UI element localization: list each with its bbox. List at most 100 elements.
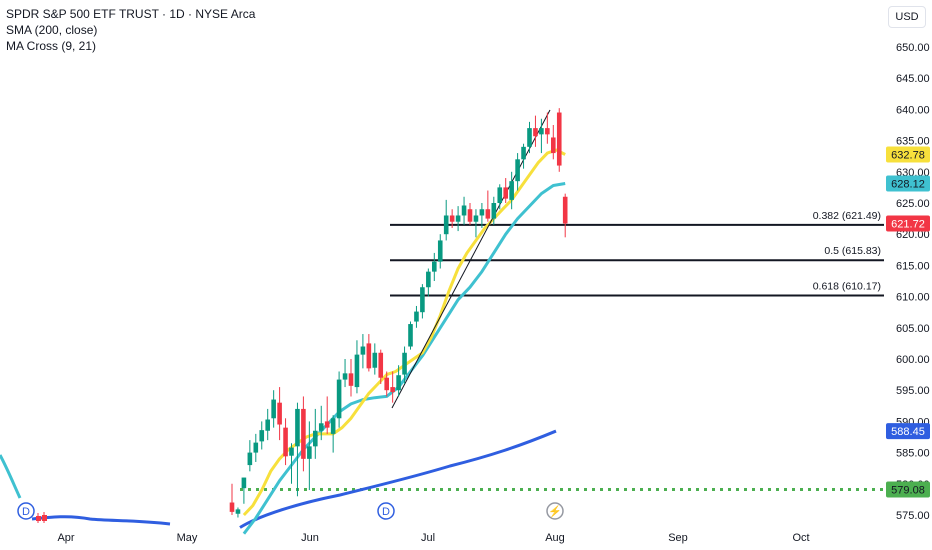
- chart-legend: SPDR S&P 500 ETF TRUST · 1D · NYSE Arca …: [6, 6, 255, 54]
- dividend-marker: D: [17, 502, 35, 520]
- sma-indicator-label[interactable]: SMA (200, close): [6, 23, 98, 37]
- price-axis-tick: 645.00: [896, 73, 930, 85]
- candle-body: [509, 181, 514, 200]
- price-axis-tick: 635.00: [896, 136, 930, 148]
- dividend-marker-label: D: [382, 506, 390, 518]
- candle-body: [408, 324, 413, 347]
- candle-body: [247, 452, 253, 466]
- candle-body: [253, 442, 259, 453]
- fib-level-label: 0.5 (615.83): [824, 245, 881, 257]
- sma-200-badge-bg: [886, 423, 930, 440]
- candle-body: [330, 418, 336, 434]
- candle-body: [313, 430, 318, 447]
- time-axis-tick: Sep: [668, 532, 688, 544]
- time-axis-tick: Oct: [792, 532, 809, 544]
- ma-slow-badge-bg: [886, 175, 930, 192]
- candle-body: [342, 373, 348, 380]
- price-axis-tick: 605.00: [896, 323, 930, 335]
- ma-fast-line: [242, 148, 566, 517]
- candle-body: [318, 423, 324, 431]
- candle-body: [432, 261, 437, 272]
- candle-body: [277, 402, 282, 425]
- ma-slow-line-left: [0, 454, 22, 499]
- candle-body: [336, 379, 342, 419]
- candle-body: [360, 346, 366, 355]
- candle-body-left: [42, 515, 47, 521]
- ma-cross-indicator-label[interactable]: MA Cross (9, 21): [6, 39, 97, 53]
- candle-body: [372, 352, 378, 368]
- candle-body: [467, 209, 473, 222]
- ma-fast-badge-bg: [886, 146, 930, 163]
- candle-body: [271, 399, 276, 419]
- candle-body: [527, 128, 532, 147]
- candle-body: [503, 187, 508, 199]
- candle-body: [324, 421, 330, 428]
- candle-body: [497, 187, 503, 203]
- candle-body: [533, 128, 538, 137]
- last-price-badge-bg: [886, 215, 930, 232]
- ma-fast-badge: 632.78: [886, 146, 930, 163]
- candle-body: [545, 128, 550, 135]
- candle-body: [241, 477, 247, 489]
- candle-body: [521, 146, 526, 160]
- candle-body: [449, 215, 455, 222]
- trend-line: [391, 109, 551, 409]
- time-axis-tick: Aug: [545, 532, 565, 544]
- price-axis-tick: 595.00: [896, 385, 930, 397]
- candle-body: [378, 352, 384, 378]
- candle-body: [283, 427, 288, 457]
- symbol-title[interactable]: SPDR S&P 500 ETF TRUST · 1D · NYSE Arca: [6, 7, 256, 21]
- candle-body: [229, 502, 235, 512]
- price-axis-tick: 610.00: [896, 292, 930, 304]
- price-axis-tick: 600.00: [896, 354, 930, 366]
- candle-body: [235, 509, 241, 514]
- support-badge-bg: [886, 481, 930, 498]
- candle-body: [259, 430, 265, 442]
- dividend-marker-ring: [17, 502, 35, 520]
- ma-slow-badge: 628.12: [886, 175, 930, 192]
- support-badge-value: 579.08: [891, 485, 925, 497]
- candle-body: [479, 209, 485, 216]
- price-axis-tick: 615.00: [896, 260, 930, 272]
- sma-200-badge: 588.45: [886, 423, 930, 440]
- candle-body: [289, 447, 294, 456]
- candle-body: [473, 215, 479, 222]
- candle-body: [265, 419, 270, 431]
- candle-body: [348, 373, 354, 386]
- earnings-marker-label: ⚡: [548, 505, 562, 518]
- candle-body: [515, 159, 520, 182]
- earnings-marker-ring: [546, 502, 564, 520]
- support-badge: 579.08: [886, 481, 930, 498]
- fib-level-label: 0.382 (621.49): [813, 210, 881, 222]
- ma-fast-badge-value: 632.78: [891, 149, 925, 161]
- price-axis-tick: 640.00: [896, 104, 930, 116]
- candle-body: [455, 215, 461, 222]
- sma-200-badge-value: 588.45: [891, 426, 925, 438]
- candle-body: [420, 287, 425, 313]
- candle-body: [366, 343, 372, 369]
- candle-body: [301, 408, 306, 459]
- candle-body: [426, 271, 431, 288]
- ma-slow-badge-value: 628.12: [891, 179, 925, 191]
- candle-body: [461, 205, 467, 216]
- sma-200-line-left: [31, 515, 171, 526]
- sma-200-line: [239, 429, 557, 529]
- fib-level-label: 0.618 (610.17): [813, 281, 881, 293]
- dividend-marker: D: [377, 502, 395, 520]
- candle-body: [354, 354, 360, 388]
- candle-body: [491, 203, 497, 219]
- candle-body: [485, 209, 491, 219]
- candle-body-left: [36, 516, 41, 521]
- candle-body: [437, 240, 443, 262]
- price-axis-tick: 650.00: [896, 42, 930, 54]
- dividend-marker-label: D: [22, 506, 30, 518]
- candle-body: [443, 215, 449, 235]
- currency-button[interactable]: USD: [888, 6, 926, 28]
- time-axis-tick: May: [177, 532, 198, 544]
- candle-body: [402, 352, 407, 375]
- last-price-badge: 621.72: [886, 215, 930, 232]
- time-axis-tick: Jul: [421, 532, 435, 544]
- candle-body: [562, 196, 568, 224]
- price-axis-tick: 620.00: [896, 229, 930, 241]
